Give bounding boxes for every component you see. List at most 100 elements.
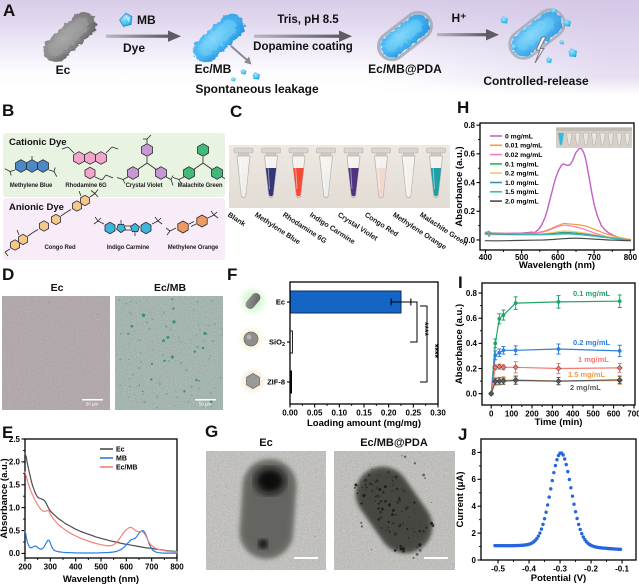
panel-i-letter: I — [458, 273, 463, 292]
panel-f-letter: F — [227, 265, 238, 284]
svg-text:500: 500 — [587, 410, 601, 419]
svg-text:ZIF-8: ZIF-8 — [267, 378, 285, 387]
svg-text:200: 200 — [18, 563, 32, 572]
chart-i-release: 0 100 200 300 400 500 600 700 0.0 0.2 0.4 0.6 0.8 Tim… — [455, 282, 639, 428]
anionic-title: Anionic Dye — [9, 202, 64, 213]
svg-text:SiO2: SiO2 — [269, 338, 285, 349]
svg-text:4: 4 — [472, 502, 477, 511]
svg-text:0.0: 0.0 — [466, 389, 478, 398]
svg-text:0.05: 0.05 — [307, 409, 323, 418]
chart-f-loading: 0.00 0.05 0.10 0.15 0.20 0.25 0.30 Ec SiO2 ZIF-8 *… — [267, 281, 446, 429]
panel-g-letter: G — [205, 422, 219, 441]
tube-3 — [316, 147, 336, 199]
mb-droplet-icon — [119, 12, 133, 27]
svg-text:0.2: 0.2 — [466, 364, 478, 373]
dopamine-label: Dopamine coating — [253, 41, 353, 53]
d-left-title: Ec — [50, 282, 64, 294]
svg-text:400: 400 — [479, 253, 493, 262]
panel-h-letter: H — [457, 98, 470, 117]
svg-text:1.5 mg/mL: 1.5 mg/mL — [505, 189, 539, 196]
svg-text:0.1 mg/mL: 0.1 mg/mL — [505, 161, 539, 168]
svg-text:0.6: 0.6 — [466, 314, 478, 323]
tem-ec-image — [206, 451, 326, 570]
svg-text:Ec: Ec — [276, 298, 285, 307]
svg-text:200: 200 — [525, 410, 539, 419]
panel-d-letter: D — [2, 265, 15, 284]
svg-text:8: 8 — [472, 448, 477, 457]
svg-text:MB: MB — [116, 455, 127, 462]
svg-text:-0.3: -0.3 — [553, 565, 567, 574]
svg-text:700: 700 — [587, 253, 601, 262]
svg-text:700: 700 — [627, 410, 639, 419]
svg-text:0 mg/mL: 0 mg/mL — [505, 133, 533, 140]
dye-label: Dye — [122, 41, 146, 55]
svg-text:2.0: 2.0 — [9, 458, 21, 467]
svg-text:0.0: 0.0 — [9, 549, 21, 558]
dye-name: Methylene Orange — [167, 245, 219, 251]
svg-text:500: 500 — [94, 563, 108, 572]
svg-text:Absorbance (a.u.): Absorbance (a.u.) — [0, 458, 10, 538]
dye-name: Indigo Carmine — [106, 245, 150, 251]
svg-text:Loading amount (mg/mg): Loading amount (mg/mg) — [307, 418, 421, 429]
leakage-label: Spontaneous leakage — [195, 82, 319, 96]
svg-text:Wavelength (nm): Wavelength (nm) — [519, 260, 595, 271]
svg-text:-0.1: -0.1 — [615, 565, 629, 574]
svg-text:50 μm: 50 μm — [199, 402, 212, 407]
ec-bacterium — [43, 12, 97, 62]
mb-label: MB — [137, 13, 156, 27]
arrow-dopamine — [254, 30, 352, 42]
svg-text:Time (min): Time (min) — [535, 417, 583, 428]
svg-text:0: 0 — [489, 410, 494, 419]
svg-text:2: 2 — [472, 529, 477, 538]
svg-text:-0.5: -0.5 — [491, 565, 505, 574]
d-right-title: Ec/MB — [153, 282, 187, 294]
svg-text:300: 300 — [44, 563, 58, 572]
svg-text:6: 6 — [472, 475, 477, 484]
svg-text:2.5: 2.5 — [9, 435, 21, 444]
svg-text:0.4: 0.4 — [464, 178, 476, 187]
svg-text:-0.2: -0.2 — [584, 565, 598, 574]
lightning-icon — [534, 36, 547, 64]
svg-text:400: 400 — [69, 563, 83, 572]
svg-text:0.2: 0.2 — [464, 207, 476, 216]
svg-text:****: **** — [430, 344, 440, 359]
svg-text:Ec/MB: Ec/MB — [116, 464, 137, 471]
svg-text:Absorbance (a.u.): Absorbance (a.u.) — [455, 304, 465, 384]
panel-a-letter: A — [3, 1, 16, 20]
svg-text:2 mg/mL: 2 mg/mL — [570, 383, 601, 392]
svg-text:0.2 mg/mL: 0.2 mg/mL — [505, 171, 539, 178]
g-left-title: Ec — [259, 437, 273, 449]
tubes-photo — [229, 145, 450, 208]
svg-text:0.1 mg/mL: 0.1 mg/mL — [573, 289, 611, 298]
svg-text:-0.4: -0.4 — [522, 565, 536, 574]
chart-e-uvvis: 200 300 400 500 600 700 800 0.0 0.5 1.0 1.5 2.0 2.5 W… — [0, 435, 184, 585]
svg-text:0.8: 0.8 — [464, 121, 476, 130]
svg-text:0.5: 0.5 — [9, 526, 21, 535]
tube-1 — [261, 147, 281, 199]
panel-e-letter: E — [2, 423, 14, 442]
svg-text:50 μm: 50 μm — [86, 402, 99, 407]
svg-text:0.30: 0.30 — [430, 409, 446, 418]
arrow-release — [437, 29, 499, 41]
svg-text:0.10: 0.10 — [332, 409, 348, 418]
svg-text:0.01 mg/mL: 0.01 mg/mL — [505, 143, 542, 150]
svg-text:600: 600 — [551, 253, 565, 262]
hplus-label: H⁺ — [451, 11, 467, 25]
microscopy-ec-image: 50 μm — [2, 296, 110, 410]
svg-text:300: 300 — [546, 410, 560, 419]
svg-text:800: 800 — [170, 563, 184, 572]
svg-text:500: 500 — [515, 253, 529, 262]
svg-text:1.5 mg/mL: 1.5 mg/mL — [568, 370, 606, 379]
tube-label: Blank — [225, 210, 247, 229]
svg-text:0.02 mg/mL: 0.02 mg/mL — [505, 152, 542, 159]
dye-name: Malachite Green — [177, 183, 223, 189]
svg-text:100: 100 — [505, 410, 519, 419]
released-droplets — [500, 8, 577, 63]
panel-b-letter: B — [2, 101, 15, 120]
panel-c-letter: C — [230, 102, 243, 121]
svg-text:****: **** — [420, 322, 430, 337]
svg-text:800: 800 — [624, 253, 638, 262]
panel-j-letter: J — [458, 425, 468, 444]
dye-name: Methylene Blue — [9, 183, 53, 189]
